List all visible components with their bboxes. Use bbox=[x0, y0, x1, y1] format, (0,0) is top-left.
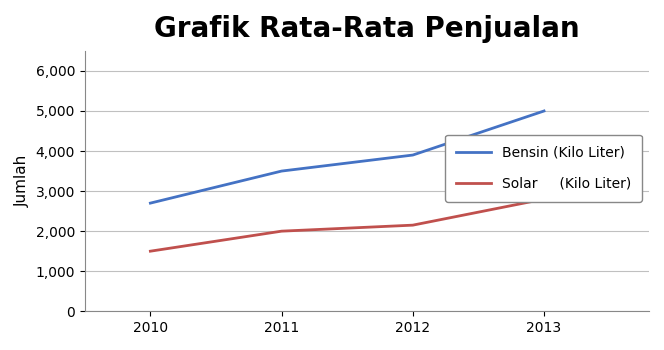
Bensin (Kilo Liter) bbox=[409, 153, 417, 157]
Solar     (Kilo Liter) bbox=[146, 249, 154, 253]
Solar     (Kilo Liter) bbox=[278, 229, 286, 233]
Solar     (Kilo Liter) bbox=[540, 197, 548, 201]
Title: Grafik Rata-Rata Penjualan: Grafik Rata-Rata Penjualan bbox=[154, 15, 580, 43]
Bensin (Kilo Liter) bbox=[540, 109, 548, 113]
Solar     (Kilo Liter) bbox=[409, 223, 417, 227]
Bensin (Kilo Liter) bbox=[278, 169, 286, 173]
Line: Bensin (Kilo Liter): Bensin (Kilo Liter) bbox=[150, 111, 544, 203]
Y-axis label: Jumlah: Jumlah bbox=[15, 155, 30, 207]
Line: Solar     (Kilo Liter): Solar (Kilo Liter) bbox=[150, 199, 544, 251]
Bensin (Kilo Liter) bbox=[146, 201, 154, 205]
Legend: Bensin (Kilo Liter), Solar     (Kilo Liter): Bensin (Kilo Liter), Solar (Kilo Liter) bbox=[445, 135, 642, 202]
